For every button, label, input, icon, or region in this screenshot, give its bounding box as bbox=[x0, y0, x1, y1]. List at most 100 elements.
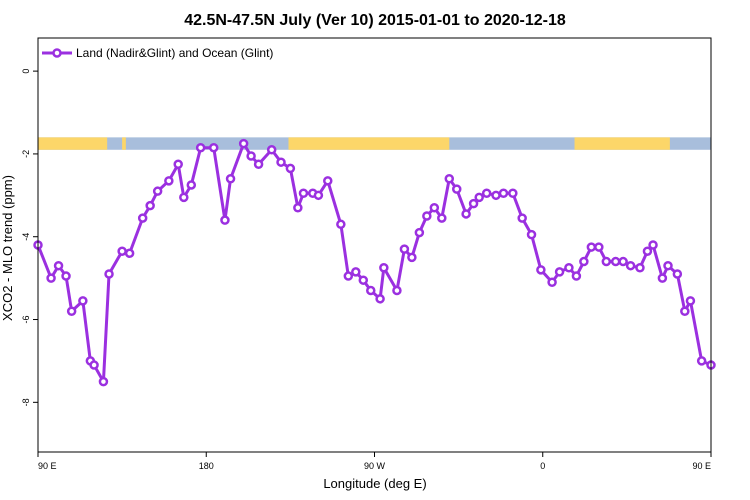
data-point bbox=[61, 271, 71, 281]
data-point bbox=[586, 242, 597, 252]
data-point bbox=[579, 256, 589, 267]
data-point bbox=[663, 260, 673, 271]
data-point bbox=[407, 252, 417, 263]
data-point bbox=[104, 269, 114, 279]
data-point bbox=[618, 256, 628, 267]
data-point bbox=[375, 294, 385, 304]
data-point bbox=[323, 176, 333, 186]
data-point bbox=[564, 263, 574, 273]
data-point bbox=[285, 163, 296, 174]
y-tick-label: -2 bbox=[21, 150, 31, 158]
data-point bbox=[358, 275, 369, 285]
land-segment bbox=[574, 137, 670, 150]
data-point bbox=[152, 186, 163, 196]
data-point bbox=[547, 277, 557, 288]
data-point bbox=[220, 215, 230, 225]
data-point bbox=[208, 142, 219, 153]
x-tick-label: 0 bbox=[540, 461, 545, 471]
data-point bbox=[124, 248, 135, 259]
y-axis: 0 -2 -4 -6 -8 bbox=[21, 69, 38, 406]
data-point bbox=[366, 285, 376, 296]
y-tick-label: 0 bbox=[21, 69, 31, 74]
data-point bbox=[195, 142, 206, 153]
data-point bbox=[554, 267, 565, 277]
series-point-layer bbox=[33, 138, 716, 387]
data-point bbox=[253, 159, 264, 170]
data-point bbox=[498, 188, 509, 198]
data-point bbox=[336, 219, 346, 230]
y-axis-title: XCO2 - MLO trend (ppm) bbox=[0, 175, 15, 321]
legend-marker bbox=[52, 48, 62, 58]
data-point bbox=[429, 202, 440, 213]
data-point bbox=[414, 227, 425, 238]
x-axis: 90 E 180 90 W 0 90 E bbox=[37, 452, 712, 471]
data-point bbox=[642, 246, 653, 256]
data-point bbox=[648, 240, 658, 250]
data-point bbox=[468, 198, 479, 209]
data-point bbox=[657, 273, 668, 283]
data-point bbox=[508, 188, 518, 198]
data-point bbox=[276, 157, 286, 167]
data-point bbox=[66, 306, 77, 316]
data-point bbox=[594, 242, 604, 252]
data-point bbox=[635, 263, 645, 273]
x-tick-label: 90 W bbox=[364, 461, 386, 471]
y-tick-label: -6 bbox=[21, 316, 31, 324]
land-segment bbox=[288, 137, 450, 150]
data-point bbox=[293, 202, 303, 213]
chart-title: 42.5N-47.5N July (Ver 10) 2015-01-01 to … bbox=[184, 12, 566, 29]
x-axis-title: Longitude (deg E) bbox=[323, 476, 426, 491]
x-tick-label: 90 E bbox=[692, 461, 711, 471]
data-point bbox=[78, 296, 88, 306]
data-point bbox=[313, 190, 324, 201]
data-point bbox=[571, 271, 582, 281]
data-point bbox=[117, 246, 127, 256]
data-point bbox=[238, 138, 249, 149]
data-point bbox=[298, 188, 309, 198]
data-point bbox=[246, 151, 256, 161]
data-point bbox=[137, 213, 148, 223]
data-point bbox=[98, 376, 109, 387]
data-point bbox=[517, 213, 527, 223]
data-point bbox=[225, 174, 236, 184]
data-point bbox=[437, 213, 447, 223]
land-segment bbox=[38, 137, 108, 150]
data-point bbox=[53, 260, 64, 271]
data-point bbox=[685, 296, 696, 306]
data-point bbox=[491, 190, 501, 201]
data-point bbox=[444, 174, 455, 184]
land-segment bbox=[122, 137, 126, 150]
data-point bbox=[46, 273, 56, 283]
y-tick-label: -8 bbox=[21, 398, 31, 406]
plot-frame bbox=[37, 37, 712, 453]
data-point bbox=[680, 306, 690, 316]
data-point bbox=[625, 260, 636, 271]
data-point bbox=[399, 244, 410, 254]
x-tick-label: 90 E bbox=[38, 461, 57, 471]
data-point bbox=[422, 211, 432, 221]
data-point bbox=[526, 229, 537, 240]
data-point bbox=[379, 263, 389, 273]
land-ocean-strip bbox=[38, 137, 711, 150]
data-point bbox=[610, 256, 621, 267]
data-point bbox=[536, 265, 546, 275]
data-point bbox=[392, 285, 402, 296]
data-point bbox=[601, 256, 612, 267]
data-point bbox=[351, 267, 361, 277]
data-point bbox=[179, 192, 189, 203]
data-point bbox=[266, 145, 277, 155]
data-point bbox=[672, 269, 683, 279]
data-point bbox=[481, 188, 492, 198]
x-tick-label: 180 bbox=[199, 461, 214, 471]
data-point bbox=[474, 192, 484, 203]
data-point bbox=[343, 271, 354, 281]
data-point bbox=[461, 209, 471, 219]
data-point bbox=[173, 159, 183, 170]
data-point bbox=[164, 176, 174, 186]
y-tick-label: -4 bbox=[21, 233, 31, 241]
data-point bbox=[452, 184, 462, 194]
legend: Land (Nadir&Glint) and Ocean (Glint) bbox=[42, 46, 273, 60]
data-point bbox=[89, 360, 99, 370]
data-point bbox=[145, 200, 155, 211]
